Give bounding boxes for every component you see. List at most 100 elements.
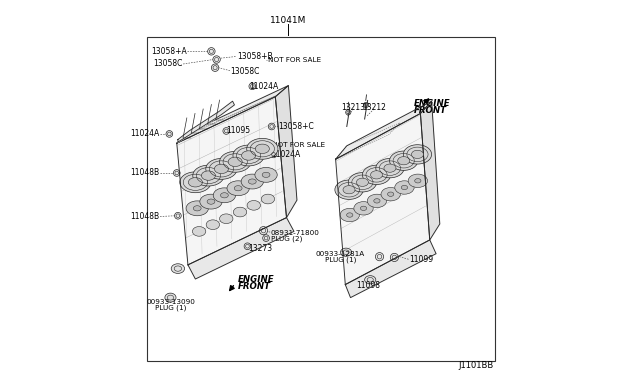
Ellipse shape xyxy=(193,227,206,236)
Ellipse shape xyxy=(415,179,421,183)
Circle shape xyxy=(268,123,275,130)
Ellipse shape xyxy=(367,194,387,208)
Ellipse shape xyxy=(227,181,250,196)
Circle shape xyxy=(213,56,220,63)
Text: 11048B: 11048B xyxy=(130,169,159,177)
Text: 11024A: 11024A xyxy=(271,150,301,159)
Circle shape xyxy=(175,212,181,219)
Ellipse shape xyxy=(374,199,380,203)
Ellipse shape xyxy=(246,138,278,159)
Text: 13058+A: 13058+A xyxy=(152,47,187,56)
Text: 11099: 11099 xyxy=(410,255,433,264)
Ellipse shape xyxy=(241,174,264,189)
Polygon shape xyxy=(177,97,287,265)
Ellipse shape xyxy=(207,199,215,204)
Ellipse shape xyxy=(234,186,242,191)
Ellipse shape xyxy=(233,145,264,166)
Text: 13058C: 13058C xyxy=(230,67,259,76)
Text: 11098: 11098 xyxy=(356,281,380,290)
Ellipse shape xyxy=(376,158,404,178)
Text: 13058C: 13058C xyxy=(153,60,182,68)
Text: 08931-71800: 08931-71800 xyxy=(271,230,320,235)
Ellipse shape xyxy=(335,180,363,199)
Ellipse shape xyxy=(206,220,220,230)
Text: PLUG (2): PLUG (2) xyxy=(271,235,302,242)
Text: NOT FOR SALE: NOT FOR SALE xyxy=(268,57,321,62)
Ellipse shape xyxy=(397,157,410,165)
Ellipse shape xyxy=(362,165,390,185)
Text: 11048B: 11048B xyxy=(130,212,159,221)
Text: 00933-1281A: 00933-1281A xyxy=(316,251,365,257)
Text: J1101BB: J1101BB xyxy=(459,361,494,370)
Ellipse shape xyxy=(388,192,394,196)
Polygon shape xyxy=(335,113,429,285)
Ellipse shape xyxy=(255,144,269,154)
Ellipse shape xyxy=(188,177,202,187)
Text: 00933-13090: 00933-13090 xyxy=(146,299,195,305)
Ellipse shape xyxy=(365,276,376,284)
Ellipse shape xyxy=(200,194,222,209)
Ellipse shape xyxy=(255,167,277,182)
Ellipse shape xyxy=(354,202,373,215)
Ellipse shape xyxy=(220,214,233,224)
Text: 13273: 13273 xyxy=(248,244,273,253)
Text: ENGINE: ENGINE xyxy=(237,275,274,284)
Text: FRONT: FRONT xyxy=(237,282,271,291)
Ellipse shape xyxy=(206,158,237,179)
Ellipse shape xyxy=(356,178,369,186)
Ellipse shape xyxy=(193,206,201,211)
Ellipse shape xyxy=(343,186,355,194)
Text: ENGINE: ENGINE xyxy=(413,99,451,108)
Ellipse shape xyxy=(172,264,184,273)
Ellipse shape xyxy=(248,179,256,184)
Text: 13212: 13212 xyxy=(362,103,386,112)
Ellipse shape xyxy=(186,201,209,216)
Ellipse shape xyxy=(384,164,396,172)
Ellipse shape xyxy=(214,164,228,174)
Polygon shape xyxy=(177,86,289,143)
Ellipse shape xyxy=(165,293,176,302)
Text: 11024A: 11024A xyxy=(130,129,159,138)
Ellipse shape xyxy=(180,172,211,193)
Circle shape xyxy=(244,243,251,250)
Circle shape xyxy=(249,83,255,90)
Ellipse shape xyxy=(340,208,360,222)
Polygon shape xyxy=(275,86,297,218)
Ellipse shape xyxy=(261,194,275,204)
Ellipse shape xyxy=(371,171,383,179)
Polygon shape xyxy=(178,101,234,142)
Ellipse shape xyxy=(234,207,246,217)
Polygon shape xyxy=(335,101,431,159)
Polygon shape xyxy=(346,240,436,298)
Circle shape xyxy=(211,64,219,71)
Text: FRONT: FRONT xyxy=(413,106,447,115)
Ellipse shape xyxy=(213,188,236,203)
Ellipse shape xyxy=(340,248,351,256)
Circle shape xyxy=(223,128,230,134)
Polygon shape xyxy=(188,218,294,279)
Ellipse shape xyxy=(403,145,431,164)
Circle shape xyxy=(364,102,369,108)
Circle shape xyxy=(207,48,215,55)
Circle shape xyxy=(390,253,399,262)
Ellipse shape xyxy=(347,213,353,217)
Ellipse shape xyxy=(221,193,228,198)
Ellipse shape xyxy=(395,181,414,194)
Ellipse shape xyxy=(220,151,251,172)
Ellipse shape xyxy=(262,172,270,177)
Text: 13058+C: 13058+C xyxy=(278,122,314,131)
Text: 11095: 11095 xyxy=(227,126,250,135)
Text: 11041M: 11041M xyxy=(270,16,307,25)
Circle shape xyxy=(376,253,383,261)
Circle shape xyxy=(173,170,180,176)
Text: PLUG (1): PLUG (1) xyxy=(324,256,356,263)
Circle shape xyxy=(262,235,269,241)
Ellipse shape xyxy=(401,185,408,190)
Text: 11024A: 11024A xyxy=(250,82,278,91)
Ellipse shape xyxy=(202,171,216,180)
Ellipse shape xyxy=(381,187,401,201)
Ellipse shape xyxy=(348,173,376,192)
Circle shape xyxy=(270,151,277,158)
Text: 13213: 13213 xyxy=(342,103,365,112)
Circle shape xyxy=(259,227,268,235)
